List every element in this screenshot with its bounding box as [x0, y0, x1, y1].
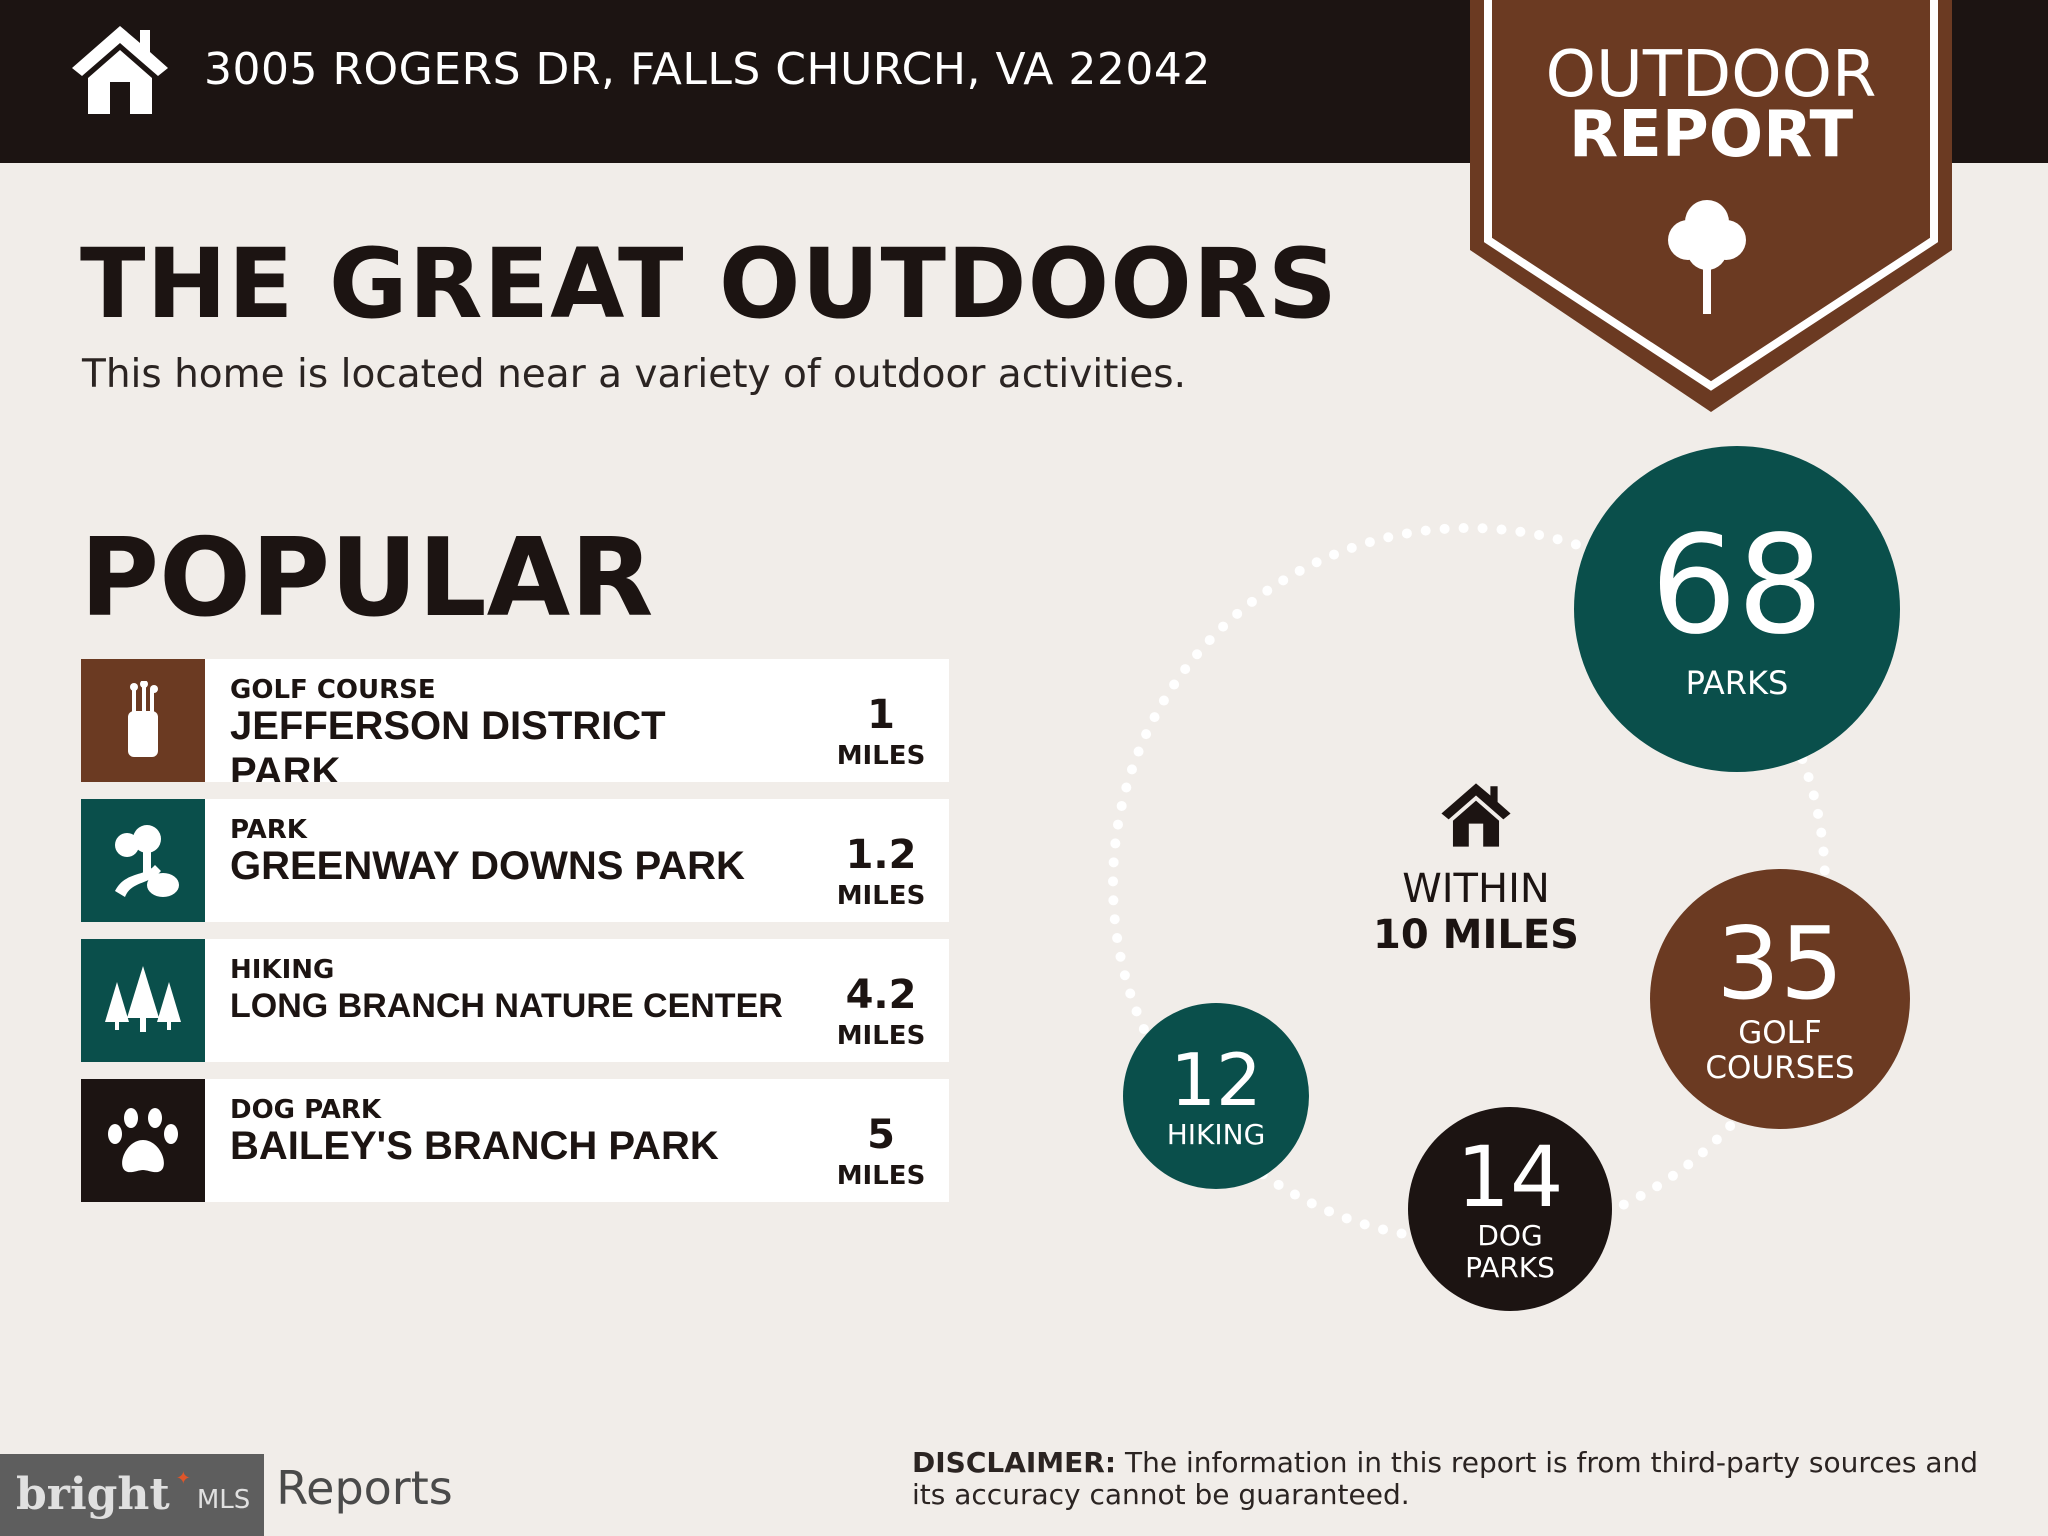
item-distance: 4.2: [845, 972, 917, 1018]
item-name: BAILEY'S BRANCH PARK: [230, 1124, 719, 1168]
count-value: 68: [1650, 507, 1824, 665]
list-item: HIKING LONG BRANCH NATURE CENTER 4.2 MIL…: [81, 939, 949, 1062]
item-distance: 1: [867, 692, 895, 738]
outdoor-report-badge: [1470, 0, 1952, 412]
mls-wordmark: MLS: [196, 1485, 251, 1515]
count-label: DOG PARKS: [1465, 1219, 1555, 1284]
popular-heading: POPULAR: [80, 516, 654, 641]
paw-icon: [81, 1079, 205, 1202]
item-name: GREENWAY DOWNS PARK: [230, 844, 745, 888]
list-item: PARK GREENWAY DOWNS PARK 1.2 MILES: [81, 799, 949, 922]
item-unit: MILES: [836, 881, 926, 911]
bright-mls-watermark: bright ✦ MLS: [0, 1454, 265, 1536]
park-trees-icon: [81, 799, 205, 922]
item-unit: MILES: [836, 741, 926, 771]
count-label: PARKS: [1685, 664, 1789, 702]
home-icon: [1441, 783, 1511, 847]
footer-logos: bright ✦ MLS Reports: [0, 1454, 453, 1536]
within-text: WITHIN: [1402, 866, 1550, 912]
page-title: THE GREAT OUTDOORS: [80, 228, 1338, 340]
home-icon: [72, 26, 168, 114]
count-label: GOLF COURSES: [1705, 1015, 1855, 1086]
list-item: GOLF COURSE JEFFERSON DISTRICT PARK 1 MI…: [81, 659, 949, 782]
count-label: HIKING: [1166, 1117, 1266, 1151]
item-category: HIKING: [230, 955, 335, 985]
item-unit: MILES: [836, 1161, 926, 1191]
page-subtitle: This home is located near a variety of o…: [82, 352, 1187, 397]
item-name: JEFFERSON DISTRICT PARK: [230, 704, 666, 782]
property-address: 3005 ROGERS DR, FALLS CHURCH, VA 22042: [204, 44, 1211, 95]
count-value: 14: [1456, 1128, 1564, 1226]
disclaimer-label: DISCLAIMER:: [912, 1446, 1117, 1479]
radius-label: WITHIN 10 MILES: [1336, 866, 1616, 958]
item-name: LONG BRANCH NATURE CENTER: [230, 987, 783, 1025]
star-icon: ✦: [175, 1468, 191, 1489]
badge-line-1: OUTDOOR: [1545, 38, 1877, 112]
tree-icon: [1668, 200, 1746, 314]
count-value: 12: [1170, 1037, 1262, 1122]
golf-bag-icon: [81, 659, 205, 782]
item-unit: MILES: [836, 1021, 926, 1051]
disclaimer-text: The information in this report is from t…: [912, 1446, 1979, 1511]
count-value: 35: [1716, 905, 1844, 1022]
list-item: DOG PARK BAILEY'S BRANCH PARK 5 MILES: [81, 1079, 949, 1202]
item-category: PARK: [230, 815, 307, 845]
item-category: GOLF COURSE: [230, 675, 436, 705]
hiking-count: 12 HIKING: [1123, 1003, 1309, 1189]
dog-parks-count: 14 DOG PARKS: [1408, 1107, 1612, 1311]
disclaimer: DISCLAIMER: The information in this repo…: [912, 1447, 2012, 1511]
radius-value: 10 MILES: [1373, 912, 1579, 958]
badge-line-2: REPORT: [1568, 98, 1854, 172]
bright-wordmark: bright: [16, 1469, 170, 1520]
reports-logo-text: Reports: [276, 1461, 453, 1515]
parks-count: 68 PARKS: [1574, 446, 1900, 772]
item-distance: 1.2: [845, 832, 917, 878]
item-category: DOG PARK: [230, 1095, 382, 1125]
golf-courses-count: 35 GOLF COURSES: [1650, 869, 1910, 1129]
item-distance: 5: [867, 1112, 895, 1158]
pine-trees-icon: [81, 939, 205, 1062]
